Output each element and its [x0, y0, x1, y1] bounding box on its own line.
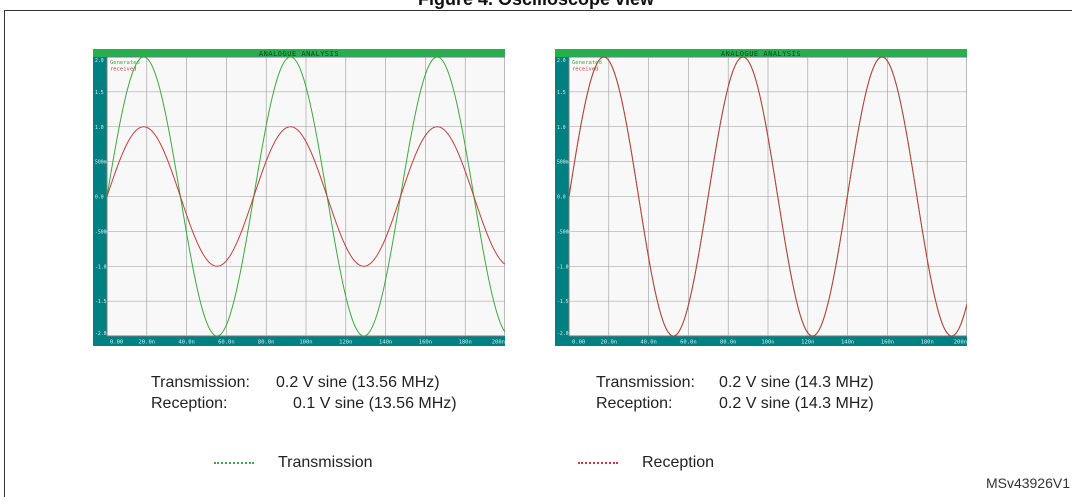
x-tick-label: 60.0n: [218, 340, 235, 346]
y-tick-label: -500m: [95, 229, 110, 235]
x-tick-label: 140n: [379, 340, 392, 346]
caption-right: Transmission: 0.2 V sine (14.3 MHz) Recep…: [596, 372, 936, 414]
caption-tx-value: 0.2 V sine (14.3 MHz): [719, 374, 874, 391]
y-axis-band: [555, 57, 569, 346]
y-tick-label: -1.5: [95, 299, 107, 305]
x-tick-label: 40.0n: [178, 340, 195, 346]
series-line-received: [568, 56, 967, 337]
caption-tx-label: Transmission:: [151, 374, 250, 391]
caption-rx-label: Reception:: [596, 395, 673, 412]
y-tick-label: -1.5: [557, 299, 569, 305]
caption-left: Transmission: 0.2 V sine (13.56 MHz) Rece…: [151, 372, 491, 414]
caption-rx-value: 0.2 V sine (14.3 MHz): [719, 395, 874, 412]
x-tick-label: 40.0n: [640, 340, 657, 346]
y-tick-label: 2.0: [557, 58, 566, 64]
figure-frame: [4, 10, 1072, 497]
legend-transmission-swatch: [214, 461, 254, 464]
x-tick-label: 100n: [299, 340, 312, 346]
y-tick-label: 1.5: [95, 90, 104, 96]
legend-reception-label: Reception: [642, 454, 715, 471]
y-tick-label: 2.0: [95, 58, 104, 64]
plot-title: ANALOGUE ANALYSIS: [259, 50, 339, 58]
y-tick-label: 0.0: [95, 195, 104, 201]
y-tick-label: 500m: [95, 160, 107, 166]
y-tick-label: -500m: [557, 229, 572, 235]
plot-title: ANALOGUE ANALYSIS: [721, 50, 801, 58]
x-tick-label: 100n: [761, 340, 774, 346]
legend-reception-swatch: [578, 461, 618, 464]
y-axis-band: [93, 57, 107, 346]
x-tick-label: 0.00: [110, 340, 123, 346]
x-tick-label: 160n: [419, 340, 432, 346]
y-tick-label: 500m: [557, 160, 569, 166]
oscilloscope-plot-right: ANALOGUE ANALYSIS 0.00 20.0n 40.0n 60.0n 80.0…: [555, 49, 967, 346]
x-tick-label: 180n: [921, 340, 934, 346]
legend-transmission-label: Transmission: [278, 454, 373, 471]
plot-legend-label: Generated: [572, 60, 602, 66]
y-tick-label: 1.0: [557, 125, 566, 131]
x-axis-band: [93, 336, 505, 346]
y-tick-label: -2.0: [557, 331, 569, 337]
plot-svg: ANALOGUE ANALYSIS 0.00 20.0n 40.0n 60.0n 80.0…: [93, 49, 505, 346]
legend-transmission: Transmission: [214, 452, 373, 474]
x-tick-label: 160n: [881, 340, 894, 346]
series-line-received: [106, 126, 505, 267]
y-tick-label: -1.0: [95, 264, 107, 270]
plot-legend-label: Generated: [110, 60, 140, 66]
y-tick-label: -1.0: [557, 264, 569, 270]
plot-legend-label: received: [110, 67, 137, 73]
plot-legend-label: received: [572, 67, 599, 73]
x-tick-label: 60.0n: [680, 340, 697, 346]
x-tick-label: 200n: [954, 340, 967, 346]
x-tick-label: 120n: [801, 340, 814, 346]
caption-tx-label: Transmission:: [596, 374, 695, 391]
oscilloscope-plot-left: ANALOGUE ANALYSIS 0.00 20.0n 40.0n 60.0n 80.0…: [93, 49, 505, 346]
caption-tx-value: 0.2 V sine (13.56 MHz): [276, 374, 440, 391]
caption-rx-value: 0.1 V sine (13.56 MHz): [293, 395, 457, 412]
y-tick-label: 1.0: [95, 125, 104, 131]
caption-rx-label: Reception:: [151, 395, 228, 412]
legend-reception: Reception: [578, 452, 714, 474]
x-tick-label: 140n: [841, 340, 854, 346]
figure-id: MSv43926V1: [985, 475, 1070, 491]
x-tick-label: 20.0n: [139, 340, 156, 346]
y-tick-label: 0.0: [557, 195, 566, 201]
x-tick-label: 20.0n: [601, 340, 618, 346]
x-tick-label: 80.0n: [720, 340, 737, 346]
figure-title: Figure 4. Oscilloscope view: [0, 0, 1072, 9]
x-tick-label: 80.0n: [258, 340, 275, 346]
x-tick-label: 200n: [492, 340, 505, 346]
x-tick-label: 180n: [459, 340, 472, 346]
plot-header-bar: [93, 49, 505, 57]
x-tick-label: 120n: [339, 340, 352, 346]
x-axis-band: [555, 336, 967, 346]
plot-header-bar: [555, 49, 967, 57]
x-tick-label: 0.00: [572, 340, 585, 346]
y-tick-label: 1.5: [557, 90, 566, 96]
y-tick-label: -2.0: [95, 331, 107, 337]
series-line-generated: [106, 56, 505, 337]
plot-svg: ANALOGUE ANALYSIS 0.00 20.0n 40.0n 60.0n 80.0…: [555, 49, 967, 346]
